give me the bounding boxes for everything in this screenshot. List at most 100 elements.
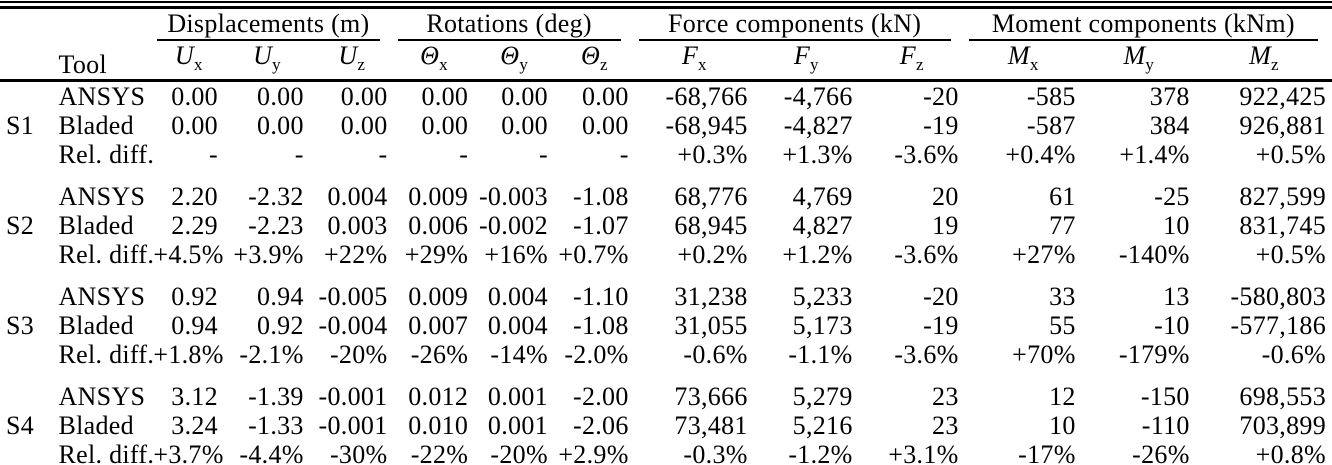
value-cell-f-z: -3.6% bbox=[894, 140, 959, 170]
value-cell-f-z: 23 bbox=[932, 382, 959, 412]
value-cell-m-x: 61 bbox=[1049, 182, 1076, 212]
tool-cell: Bladed bbox=[58, 111, 134, 141]
value-cell-theta-y: -20% bbox=[490, 440, 548, 465]
value-cell-f-y: 5,173 bbox=[792, 311, 853, 341]
value-cell-u-z: - bbox=[378, 140, 388, 170]
group-header-row: Displacements (m) Rotations (deg) Force … bbox=[0, 8, 1332, 41]
value-cell-m-y: -26% bbox=[1132, 440, 1190, 465]
value-cell-u-x: 3.12 bbox=[171, 382, 218, 412]
value-cell-u-y: -1.33 bbox=[248, 411, 304, 441]
value-cell-f-z: 19 bbox=[932, 211, 959, 241]
value-cell-theta-x: - bbox=[459, 140, 469, 170]
value-cell-theta-z: -1.08 bbox=[572, 311, 629, 341]
value-cell-u-x: 0.94 bbox=[171, 311, 218, 341]
value-cell-m-z: 703,899 bbox=[1239, 411, 1326, 441]
value-cell-theta-y: 0.00 bbox=[501, 82, 548, 112]
value-cell-m-x: 10 bbox=[1049, 411, 1076, 441]
value-cell-theta-y: - bbox=[538, 140, 548, 170]
value-cell-f-z: -3.6% bbox=[894, 340, 959, 370]
value-cell-theta-z: 0.00 bbox=[581, 111, 629, 141]
value-cell-m-x: -587 bbox=[1026, 111, 1076, 141]
column-header-m-z: Mz bbox=[1195, 41, 1332, 83]
value-cell-u-z: -0.001 bbox=[318, 411, 388, 441]
value-cell-theta-z: +2.9% bbox=[558, 440, 629, 465]
tool-column-header: Tool bbox=[52, 41, 154, 83]
column-header-u-y: Uy bbox=[223, 41, 310, 83]
column-header-u-x: Ux bbox=[153, 41, 224, 83]
value-cell-f-x: 73,666 bbox=[674, 382, 748, 412]
value-cell-theta-x: -26% bbox=[410, 340, 469, 370]
tool-cell: Rel. diff. bbox=[58, 440, 155, 465]
value-cell-m-z: 922,425 bbox=[1239, 82, 1326, 112]
value-cell-f-z: 23 bbox=[932, 411, 959, 441]
value-cell-u-y: 0.92 bbox=[257, 311, 304, 341]
value-cell-f-y: +1.2% bbox=[782, 240, 853, 270]
value-cell-m-y: +1.4% bbox=[1119, 140, 1190, 170]
value-cell-f-y: 4,827 bbox=[792, 211, 853, 241]
value-cell-f-y: 5,216 bbox=[792, 411, 853, 441]
value-cell-u-y: +3.9% bbox=[233, 240, 304, 270]
value-cell-u-z: -0.001 bbox=[318, 382, 388, 412]
value-cell-theta-x: 0.006 bbox=[408, 211, 469, 241]
value-cell-u-y: 0.00 bbox=[257, 82, 304, 112]
value-cell-m-z: 698,553 bbox=[1239, 382, 1326, 412]
column-header-u-z: Uz bbox=[309, 41, 394, 83]
value-cell-m-y: 10 bbox=[1163, 211, 1190, 241]
value-cell-m-x: +0.4% bbox=[1005, 140, 1076, 170]
column-header-f-z: Fz bbox=[858, 41, 965, 83]
column-header-theta-z: Θz bbox=[553, 41, 635, 83]
value-cell-theta-x: 0.009 bbox=[408, 182, 469, 212]
value-cell-f-z: -3.6% bbox=[894, 240, 959, 270]
table-row-s3-1: Bladed 0.94 0.92 -0.004 0.007 0.004 -1.08 31,05… bbox=[0, 311, 1332, 340]
value-cell-m-x: -585 bbox=[1026, 82, 1076, 112]
value-cell-f-y: -1.1% bbox=[788, 340, 853, 370]
value-cell-u-z: 0.004 bbox=[327, 182, 388, 212]
value-cell-theta-x: 0.00 bbox=[421, 111, 469, 141]
table-row-s4-1: Bladed 3.24 -1.33 -0.001 0.010 0.001 -2.06 73,4… bbox=[0, 411, 1332, 440]
value-cell-u-x: 2.29 bbox=[171, 211, 218, 241]
value-cell-f-x: 68,945 bbox=[674, 211, 748, 241]
value-cell-theta-z: +0.7% bbox=[558, 240, 629, 270]
section-column-header bbox=[0, 41, 53, 83]
value-cell-u-y: -2.32 bbox=[248, 182, 304, 212]
value-cell-u-y: -1.39 bbox=[248, 382, 304, 412]
value-cell-m-y: -10 bbox=[1154, 311, 1190, 341]
value-cell-theta-z: 0.00 bbox=[581, 82, 629, 112]
value-cell-theta-x: -22% bbox=[410, 440, 469, 465]
value-cell-m-x: +70% bbox=[1012, 340, 1076, 370]
value-cell-f-y: -1.2% bbox=[788, 440, 853, 465]
table-row-s2-0: S2 ANSYS 2.20 -2.32 0.004 0.009 -0.003 -1.08 68,… bbox=[0, 169, 1332, 240]
value-cell-theta-z: -1.10 bbox=[572, 282, 629, 312]
value-cell-f-x: -0.6% bbox=[683, 340, 748, 370]
value-cell-m-y: -150 bbox=[1140, 382, 1190, 412]
value-cell-theta-x: 0.010 bbox=[408, 411, 469, 441]
value-cell-theta-z: -1.08 bbox=[572, 182, 629, 212]
tool-cell: Bladed bbox=[58, 211, 134, 241]
value-cell-f-y: -4,766 bbox=[783, 82, 853, 112]
value-cell-theta-y: 0.00 bbox=[501, 111, 548, 141]
table-row-s2-1: Bladed 2.29 -2.23 0.003 0.006 -0.002 -1.07 68,9… bbox=[0, 211, 1332, 240]
value-cell-f-y: -4,827 bbox=[783, 111, 853, 141]
column-header-f-x: Fx bbox=[634, 41, 754, 83]
value-cell-u-y: 0.00 bbox=[257, 111, 304, 141]
value-cell-m-x: 55 bbox=[1049, 311, 1076, 341]
value-cell-u-x: 3.24 bbox=[171, 411, 218, 441]
value-cell-f-x: 73,481 bbox=[674, 411, 748, 441]
value-cell-theta-y: +16% bbox=[484, 240, 548, 270]
value-cell-m-x: 12 bbox=[1049, 382, 1076, 412]
value-cell-theta-z: -2.00 bbox=[572, 382, 629, 412]
value-cell-u-x: - bbox=[209, 140, 218, 170]
group-label-moments: Moment components (kNm) bbox=[968, 9, 1318, 41]
tool-cell: ANSYS bbox=[58, 182, 146, 212]
value-cell-f-z: -20 bbox=[923, 82, 959, 112]
value-cell-m-z: -0.6% bbox=[1261, 340, 1326, 370]
table-row-s3-2: Rel. diff. +1.8% -2.1% -20% -26% -14% -2.0% -0.… bbox=[0, 340, 1332, 369]
table-row-s1-1: Bladed 0.00 0.00 0.00 0.00 0.00 0.00 -68,945 -4,… bbox=[0, 111, 1332, 140]
value-cell-m-y: -25 bbox=[1154, 182, 1190, 212]
value-cell-m-x: -17% bbox=[1018, 440, 1076, 465]
group-label-displacements: Displacements (m) bbox=[157, 9, 380, 41]
group-header-rotations: Rotations (deg) bbox=[394, 8, 635, 41]
tool-cell: ANSYS bbox=[58, 382, 146, 412]
value-cell-f-x: -0.3% bbox=[683, 440, 748, 465]
